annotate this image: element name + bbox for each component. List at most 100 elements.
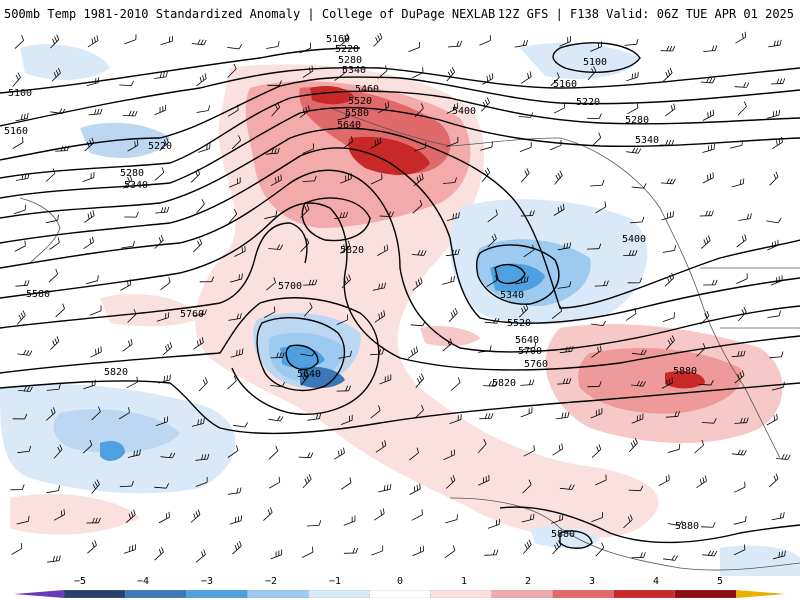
wind-barb bbox=[370, 137, 382, 149]
wind-barb bbox=[84, 137, 95, 152]
wind-barb bbox=[484, 549, 499, 556]
contour-label: 5460 bbox=[355, 84, 379, 95]
weather-map[interactable]: 5160 5220 5280 5340 5100 5160 5220 5280 … bbox=[0, 28, 800, 576]
wind-barb bbox=[594, 280, 609, 287]
wind-barb bbox=[227, 375, 237, 390]
wind-barb bbox=[703, 45, 718, 52]
wind-barb bbox=[154, 167, 165, 181]
wind-barb bbox=[195, 476, 208, 487]
contour-labels: 5160 5220 5280 5340 5100 5160 5220 5280 … bbox=[4, 34, 699, 540]
contour-label: 5340 bbox=[500, 290, 524, 301]
wind-barb bbox=[233, 422, 249, 428]
wind-barb bbox=[125, 509, 136, 523]
wind-barb bbox=[10, 484, 25, 491]
wind-barb bbox=[124, 211, 139, 218]
wind-barb bbox=[232, 540, 242, 555]
wind-barb bbox=[300, 238, 310, 253]
wind-barb bbox=[120, 279, 132, 291]
wind-barb bbox=[160, 452, 176, 459]
wind-barb bbox=[12, 136, 24, 149]
contour-label: 5880 bbox=[675, 521, 699, 532]
wind-barb bbox=[16, 515, 30, 525]
wind-barb bbox=[266, 277, 276, 291]
wind-barb bbox=[299, 105, 310, 118]
contour-label: 5160 bbox=[553, 79, 577, 90]
wind-barb bbox=[265, 147, 280, 155]
wind-barb bbox=[196, 105, 210, 113]
wind-barb bbox=[196, 199, 205, 214]
wind-barb bbox=[298, 452, 314, 458]
wind-barb bbox=[374, 310, 386, 323]
wind-barb bbox=[45, 407, 56, 421]
wind-barb bbox=[407, 346, 419, 359]
wind-barb bbox=[445, 249, 460, 257]
contour-label: 5520 bbox=[348, 96, 372, 107]
wind-barb bbox=[264, 306, 276, 318]
wind-barb bbox=[591, 320, 607, 327]
wind-barb bbox=[666, 335, 675, 350]
wind-barb bbox=[412, 67, 424, 79]
wind-barb bbox=[661, 377, 673, 389]
contour-label: 5880 bbox=[551, 529, 575, 540]
wind-barb bbox=[85, 275, 99, 285]
wind-barb bbox=[408, 41, 420, 53]
contour-label: 5100 bbox=[8, 88, 32, 99]
wind-barb bbox=[303, 302, 313, 317]
colorbar: −5 −4 −3 −2 −1 0 1 2 3 4 5 bbox=[0, 576, 800, 600]
wind-barb bbox=[303, 279, 318, 286]
wind-barb bbox=[127, 449, 141, 458]
wind-barb bbox=[370, 173, 383, 185]
wind-barb bbox=[523, 244, 535, 258]
wind-barb bbox=[662, 555, 678, 561]
wind-barb bbox=[268, 445, 279, 460]
wind-barb bbox=[487, 209, 498, 223]
wind-barb bbox=[17, 349, 33, 356]
wind-barb bbox=[730, 139, 744, 149]
wind-barb bbox=[551, 305, 563, 319]
wind-barb bbox=[123, 544, 136, 554]
wind-barb bbox=[370, 348, 385, 356]
wind-barb bbox=[554, 170, 563, 185]
wind-barb bbox=[769, 171, 779, 186]
wind-barb bbox=[82, 172, 95, 182]
wind-barb bbox=[300, 351, 316, 357]
wind-barb bbox=[766, 218, 782, 224]
wind-barb bbox=[343, 515, 356, 526]
wind-barb bbox=[378, 101, 390, 114]
contour-label: 5400 bbox=[622, 234, 646, 245]
wind-barb bbox=[154, 483, 170, 489]
wind-barb bbox=[127, 139, 139, 152]
wind-barb bbox=[15, 173, 30, 181]
wind-barb bbox=[767, 310, 781, 318]
wind-barb bbox=[663, 67, 673, 82]
wind-barb bbox=[590, 179, 605, 187]
contour-label: 5640 bbox=[337, 120, 361, 131]
wind-barb bbox=[623, 514, 633, 529]
wind-barb bbox=[450, 377, 461, 391]
wind-barb bbox=[660, 45, 676, 52]
wind-barb bbox=[702, 143, 716, 153]
wind-barb bbox=[268, 244, 284, 250]
wind-barb bbox=[269, 476, 281, 489]
wind-barb bbox=[160, 277, 171, 291]
wind-barb bbox=[664, 272, 674, 287]
wind-barb bbox=[731, 178, 745, 188]
wind-barb bbox=[631, 380, 646, 387]
wind-barb bbox=[631, 183, 647, 189]
contour-label: 5280 bbox=[625, 115, 649, 126]
colorbar-segment bbox=[247, 590, 310, 598]
colorbar-extend-high bbox=[736, 590, 786, 598]
contour-label: 5640 bbox=[297, 369, 321, 380]
wind-barb bbox=[630, 216, 645, 224]
wind-barb bbox=[82, 439, 93, 454]
wind-barb bbox=[559, 484, 575, 490]
wind-barb bbox=[487, 233, 497, 248]
colorbar-segment bbox=[613, 590, 676, 598]
wind-barb bbox=[442, 275, 455, 285]
contour-label: 5220 bbox=[576, 97, 600, 108]
wind-barb bbox=[523, 539, 532, 554]
wind-barb bbox=[414, 404, 424, 419]
wind-barb bbox=[199, 276, 215, 283]
wind-barb bbox=[267, 80, 282, 86]
wind-barb bbox=[769, 351, 784, 359]
